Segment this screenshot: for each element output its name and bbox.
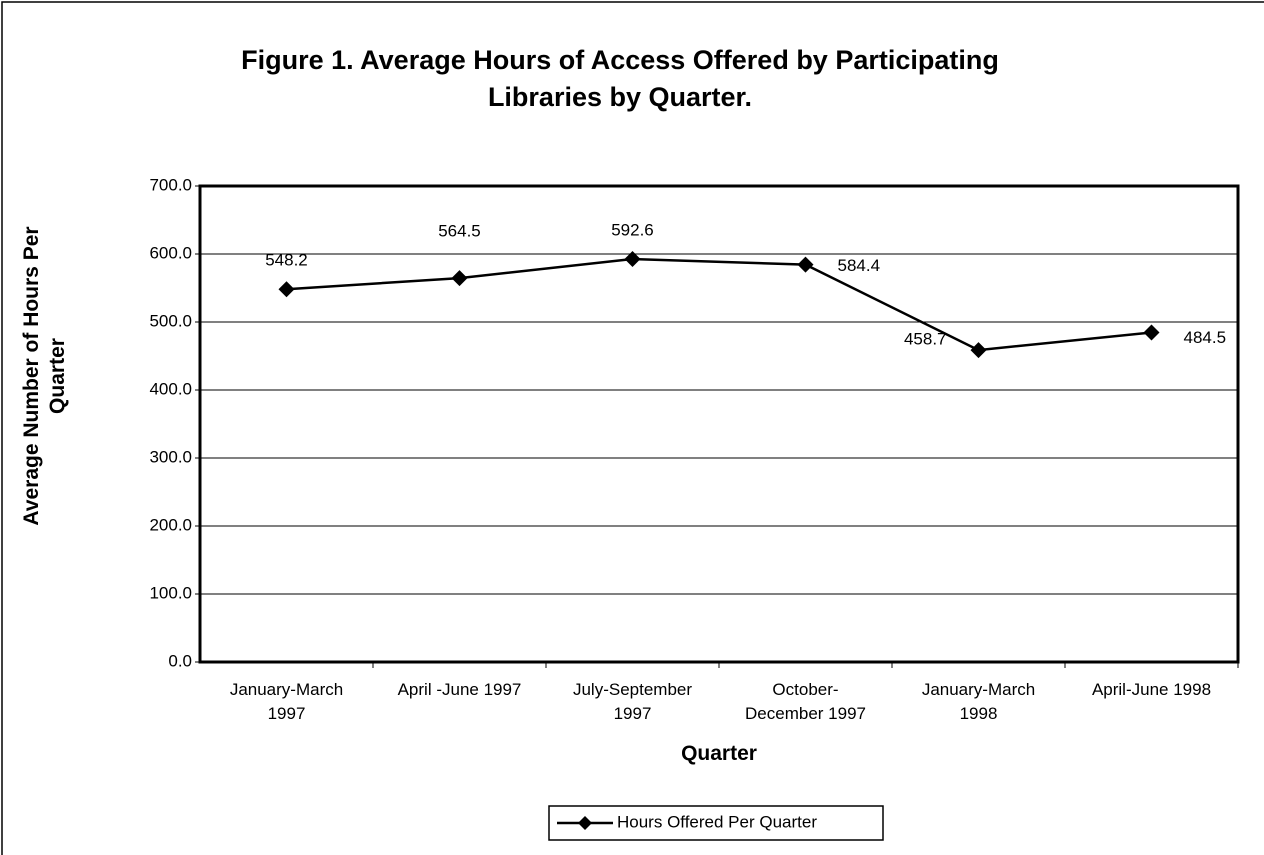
y-tick-label: 500.0: [149, 311, 192, 330]
x-tick-label: October- December 1997: [745, 680, 866, 723]
data-label: 592.6: [611, 221, 654, 240]
data-point: [278, 281, 295, 298]
data-label: 458.7: [904, 330, 947, 349]
plot-frame: [198, 184, 1240, 664]
x-tick-label: January-March 1997: [229, 680, 344, 723]
data-label: 584.4: [838, 256, 881, 275]
y-tick-label: 300.0: [149, 447, 192, 466]
legend-label: Hours Offered Per Quarter: [617, 812, 817, 831]
data-point: [797, 256, 814, 273]
y-tick-label: 600.0: [149, 243, 192, 262]
data-point: [970, 342, 987, 359]
data-label: 548.2: [265, 251, 308, 270]
y-tick-label: 400.0: [149, 379, 192, 398]
data-label: 564.5: [438, 222, 481, 241]
x-axis-title: Quarter: [681, 742, 757, 765]
y-tick-label: 200.0: [149, 515, 192, 534]
y-tick-label: 0.0: [168, 651, 192, 670]
x-tick-label: January-March 1998: [921, 680, 1036, 723]
x-tick-label: April -June 1997: [397, 680, 522, 699]
series-line: [286, 257, 1152, 352]
data-point: [451, 270, 468, 287]
data-label: 484.5: [1184, 328, 1227, 347]
chart-title: Figure 1. Average Hours of Access Offere…: [241, 45, 999, 112]
legend-marker: [578, 816, 592, 830]
x-tick-label: July-September 1997: [572, 680, 693, 723]
y-tick-label: 100.0: [149, 583, 192, 602]
x-tick-label: April-June 1998: [1091, 680, 1212, 699]
y-tick-label: 700.0: [149, 175, 192, 194]
data-point: [624, 251, 641, 268]
data-point: [1143, 324, 1160, 341]
y-axis-title: Average Number of Hours Per Quarter: [20, 226, 69, 526]
